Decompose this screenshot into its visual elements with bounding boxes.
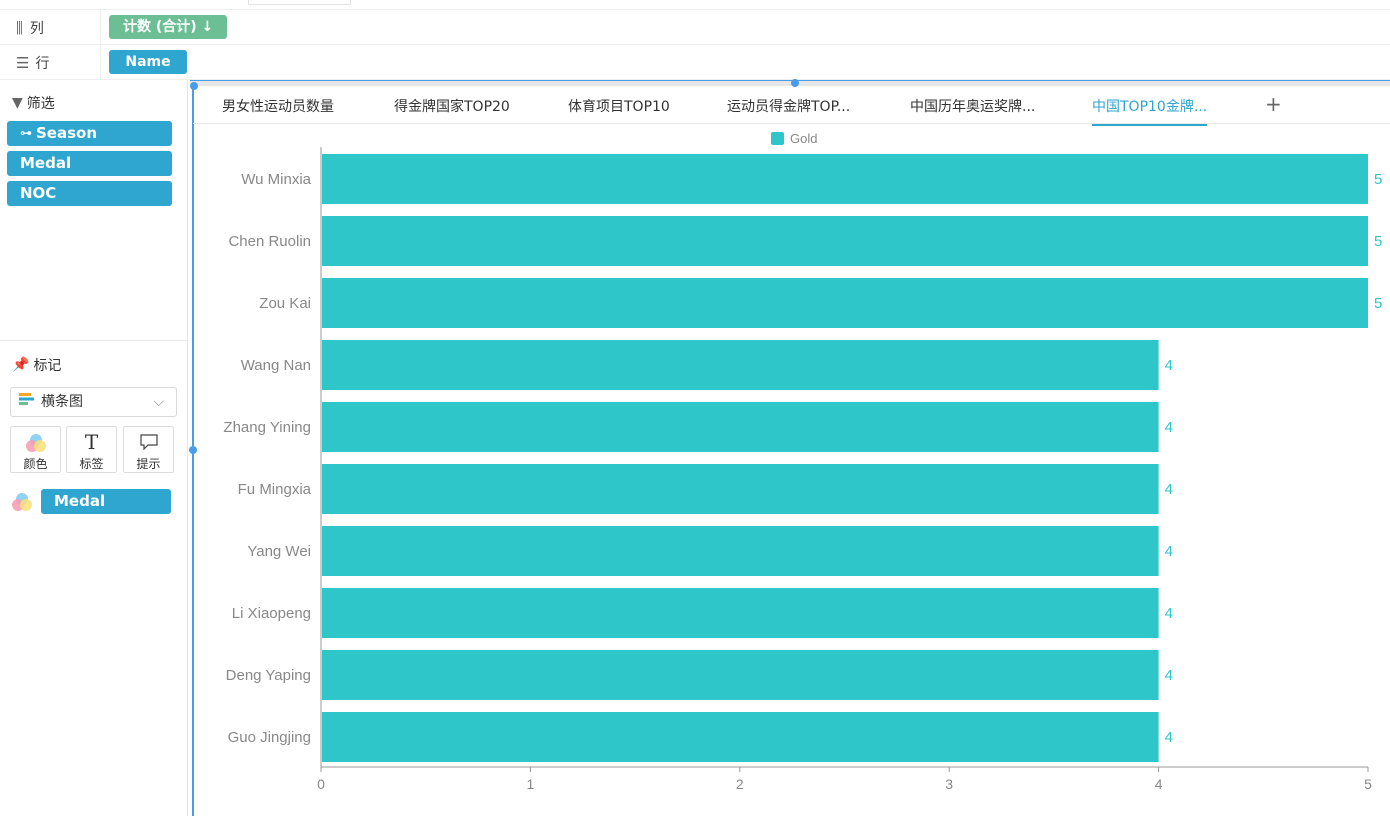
- rows-pill-name[interactable]: Name: [109, 50, 187, 74]
- bar-value-label: 4: [1165, 419, 1173, 436]
- legend-swatch: [771, 132, 784, 145]
- bar-chart-icon: [19, 388, 35, 416]
- bar: [322, 340, 1159, 390]
- bar: [322, 402, 1159, 452]
- resize-handle-top-left[interactable]: [190, 82, 198, 90]
- color-icon: [11, 429, 60, 455]
- rows-icon: ☰: [16, 54, 30, 72]
- filter-pill-medal[interactable]: Medal: [7, 151, 172, 176]
- y-category-label: Wu Minxia: [241, 171, 311, 188]
- bar: [322, 712, 1159, 762]
- columns-pill-count[interactable]: 计数 (合计) ↓: [109, 15, 228, 39]
- x-tick-label: 0: [317, 776, 325, 792]
- y-category-label: Chen Ruolin: [228, 233, 311, 250]
- filter-icon: ▼: [12, 95, 23, 111]
- x-tick-label: 5: [1364, 776, 1372, 792]
- speech-bubble-icon: [124, 429, 173, 455]
- tab-sports-top10[interactable]: 体育项目TOP10: [568, 99, 670, 115]
- color-button[interactable]: 颜色: [10, 426, 61, 473]
- left-panel: ▼ 筛选 ⊶ Season Medal NOC 📌 标记 横条图 ⌵ 颜色 T …: [0, 80, 188, 816]
- bar-value-label: 4: [1165, 357, 1173, 374]
- bar-value-label: 4: [1165, 667, 1173, 684]
- filter-pill-noc[interactable]: NOC: [7, 181, 172, 206]
- columns-icon: ⫼: [16, 19, 24, 37]
- tab-athlete-gold[interactable]: 运动员得金牌TOP...: [727, 99, 851, 115]
- bar-value-label: 4: [1165, 605, 1173, 622]
- rows-shelf: ☰ 行 Name: [0, 45, 1390, 80]
- y-category-label: Zou Kai: [259, 295, 311, 312]
- columns-shelf-label: ⫼ 列: [16, 19, 44, 37]
- y-category-label: Zhang Yining: [223, 419, 311, 436]
- bar-value-label: 4: [1165, 543, 1173, 560]
- chart-type-select[interactable]: 横条图 ⌵: [10, 387, 177, 417]
- y-category-label: Li Xiaopeng: [232, 605, 311, 622]
- legend-label: Gold: [790, 131, 817, 146]
- y-category-label: Deng Yaping: [226, 667, 311, 684]
- marks-title: 📌 标记: [12, 357, 62, 374]
- bar: [322, 464, 1159, 514]
- top-tab-stub[interactable]: [248, 0, 351, 5]
- bar: [322, 154, 1368, 204]
- tab-gold-countries[interactable]: 得金牌国家TOP20: [394, 99, 510, 115]
- x-tick-label: 3: [945, 776, 953, 792]
- filter-pill-season[interactable]: ⊶ Season: [7, 121, 172, 146]
- label-button[interactable]: T 标签: [66, 426, 117, 473]
- add-tab-button[interactable]: +: [1265, 92, 1282, 116]
- x-tick-label: 2: [736, 776, 744, 792]
- y-category-label: Wang Nan: [241, 357, 311, 374]
- top-strip: [0, 0, 1390, 10]
- tab-china-history[interactable]: 中国历年奥运奖牌...: [910, 99, 1036, 115]
- hierarchy-icon: ⊶: [20, 126, 32, 140]
- color-legend-icon: [11, 491, 33, 517]
- tooltip-button[interactable]: 提示: [123, 426, 174, 473]
- x-tick-label: 1: [527, 776, 535, 792]
- bar: [322, 216, 1368, 266]
- chevron-down-icon: ⌵: [153, 394, 164, 410]
- x-tick-label: 4: [1155, 776, 1163, 792]
- bar-value-label: 5: [1374, 295, 1382, 312]
- bar: [322, 278, 1368, 328]
- bar: [322, 650, 1159, 700]
- y-category-label: Fu Mingxia: [238, 481, 312, 498]
- columns-shelf: ⫼ 列 计数 (合计) ↓: [0, 10, 1390, 45]
- color-field-medal[interactable]: Medal: [41, 489, 171, 514]
- y-category-label: Yang Wei: [247, 543, 311, 560]
- filter-title: ▼ 筛选: [12, 95, 55, 112]
- pin-icon: 📌: [12, 357, 30, 373]
- text-icon: T: [84, 430, 99, 454]
- bar: [322, 526, 1159, 576]
- bar: [322, 588, 1159, 638]
- bar-value-label: 4: [1165, 729, 1173, 746]
- tab-gender-count[interactable]: 男女性运动员数量: [222, 99, 334, 115]
- y-category-label: Guo Jingjing: [228, 729, 311, 746]
- rows-shelf-label: ☰ 行: [16, 54, 50, 72]
- bar-value-label: 5: [1374, 171, 1382, 188]
- bar-value-label: 4: [1165, 481, 1173, 498]
- bar-value-label: 5: [1374, 233, 1382, 250]
- resize-handle-left[interactable]: [189, 446, 197, 454]
- resize-handle-top[interactable]: [791, 79, 799, 87]
- chart-top-handlebar[interactable]: [190, 80, 1390, 86]
- sheet-tabs: 男女性运动员数量 得金牌国家TOP20 体育项目TOP10 运动员得金牌TOP.…: [193, 86, 1390, 126]
- tab-china-top10[interactable]: 中国TOP10金牌...: [1092, 96, 1208, 126]
